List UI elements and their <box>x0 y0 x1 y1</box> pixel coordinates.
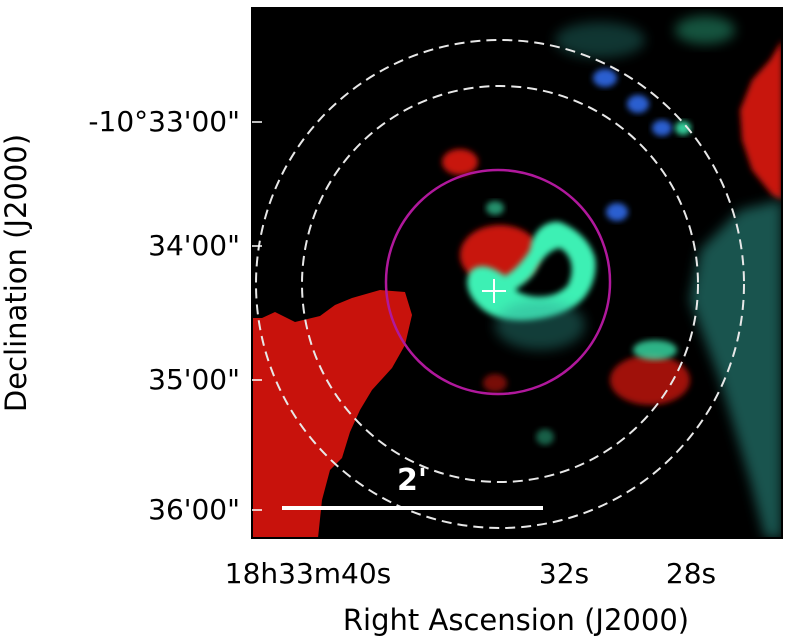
blue-knot-2 <box>627 95 649 113</box>
x-tick-label: 18h33m40s <box>225 557 392 590</box>
teal-emission-right <box>690 200 782 538</box>
middle-dashed-circle <box>301 85 699 483</box>
red-emission-right-edge <box>740 40 782 200</box>
red-patch-lower-right <box>610 355 690 405</box>
blue-knot-3 <box>652 120 672 136</box>
outer-dashed-circle <box>255 39 745 529</box>
y-tick-label: 34'00" <box>148 229 240 262</box>
y-tick-label: 35'00" <box>148 363 240 396</box>
x-tick-label: 32s <box>539 557 589 590</box>
blue-knot-1 <box>593 69 617 87</box>
green-ring-core <box>467 221 596 321</box>
green-knot-top-core <box>486 201 504 215</box>
teal-faint-top <box>555 22 645 58</box>
image-frame <box>251 7 783 539</box>
red-emission-bottom-left <box>252 290 412 538</box>
green-patch-lower-right <box>633 340 677 360</box>
blue-knot-4 <box>606 203 628 221</box>
image-panel: 2' <box>252 8 782 538</box>
scale-bar-label: 2' <box>397 463 427 498</box>
x-axis-title: Right Ascension (J2000) <box>343 603 689 637</box>
green-knot-upper-right <box>675 121 691 135</box>
inner-aperture-circle <box>384 168 612 396</box>
center-marker-cross <box>482 279 506 303</box>
red-knot-top <box>442 149 478 175</box>
green-faint-bottom <box>536 429 554 445</box>
y-axis-title: Declination (J2000) <box>0 134 33 412</box>
red-spot-lower <box>483 374 507 392</box>
x-tick-label: 28s <box>666 557 716 590</box>
y-tick-label: 36'00" <box>148 493 240 526</box>
y-tick-label: -10°33'00" <box>88 105 240 138</box>
green-faint-core-halo <box>495 300 585 350</box>
green-faint-top-right <box>675 16 735 44</box>
y-tick-marks <box>252 121 262 511</box>
